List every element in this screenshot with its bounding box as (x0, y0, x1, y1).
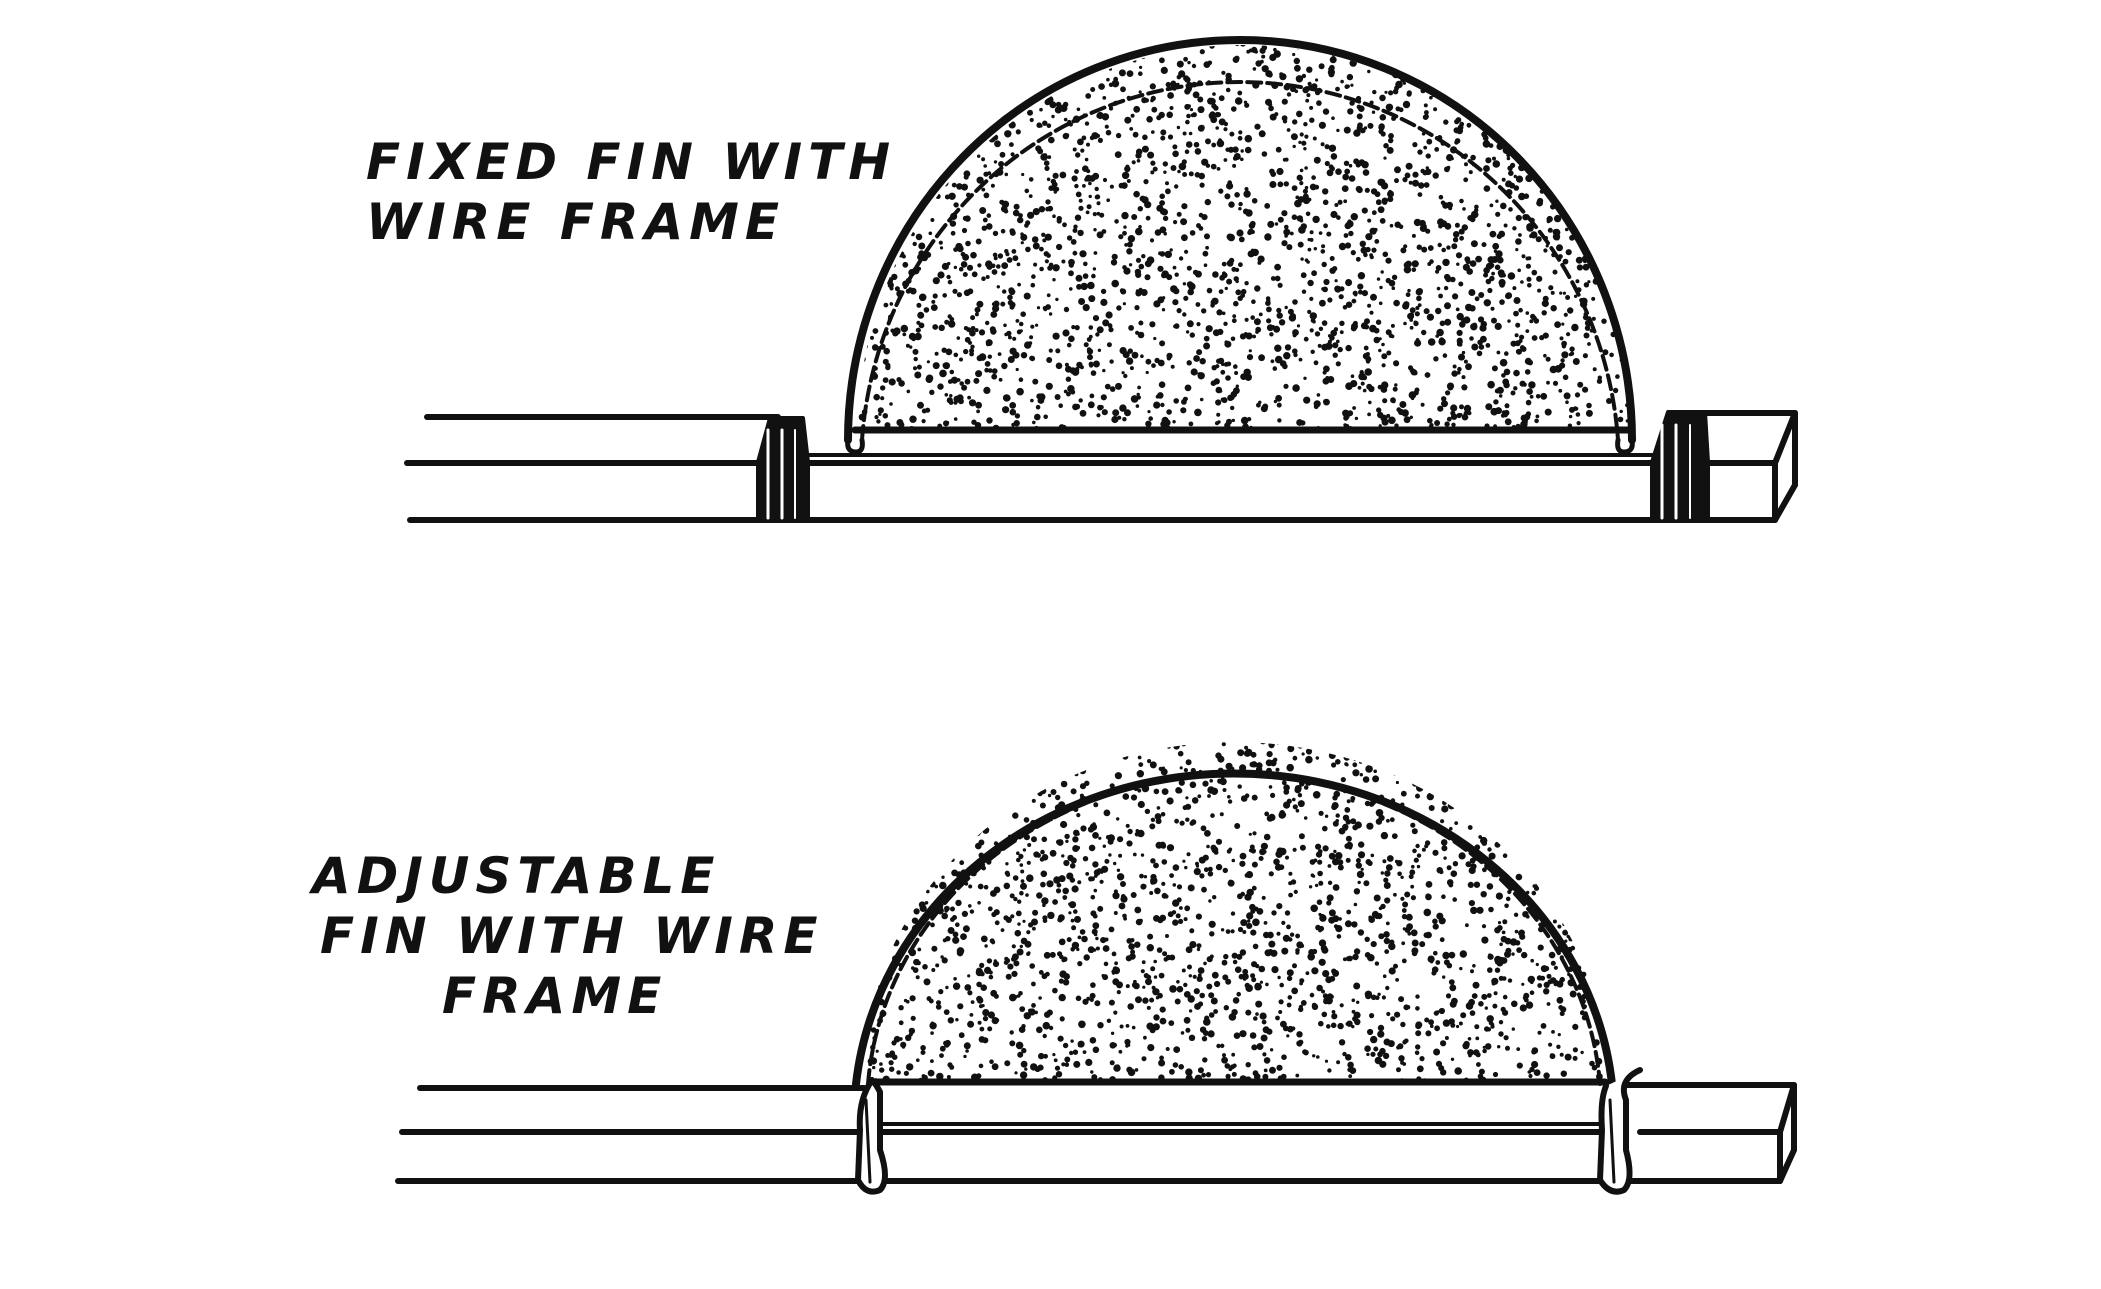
fixed-fin-label-line-2: WIRE FRAME (366, 193, 786, 251)
adjustable-fin-label: ADJUSTABLE FIN WITH WIRE FRAME (312, 846, 824, 1026)
adjustable-fin-fabric (862, 742, 1606, 1082)
fixed-fin-label: FIXED FIN WITH WIRE FRAME (366, 132, 896, 252)
fixed-stick (404, 410, 1798, 523)
fixed-wire-frame (844, 36, 1636, 444)
fixed-binding-left (756, 416, 810, 522)
adjustable-fin-label-line-3: FRAME (442, 967, 668, 1025)
fixed-fin-label-line-1: FIXED FIN WITH (366, 133, 897, 191)
fixed-binding-right (1650, 410, 1710, 522)
adjustable-fin-label-line-2: FIN WITH WIRE (320, 907, 824, 965)
fixed-fin-figure (404, 36, 1798, 523)
adjustable-wire-loop-left (855, 1077, 888, 1195)
adjustable-stick (395, 1082, 1797, 1184)
fixed-fin-fabric (858, 45, 1628, 430)
adjustable-wire-loop-right (1597, 1067, 1643, 1195)
adjustable-fin-label-line-1: ADJUSTABLE (312, 847, 721, 905)
